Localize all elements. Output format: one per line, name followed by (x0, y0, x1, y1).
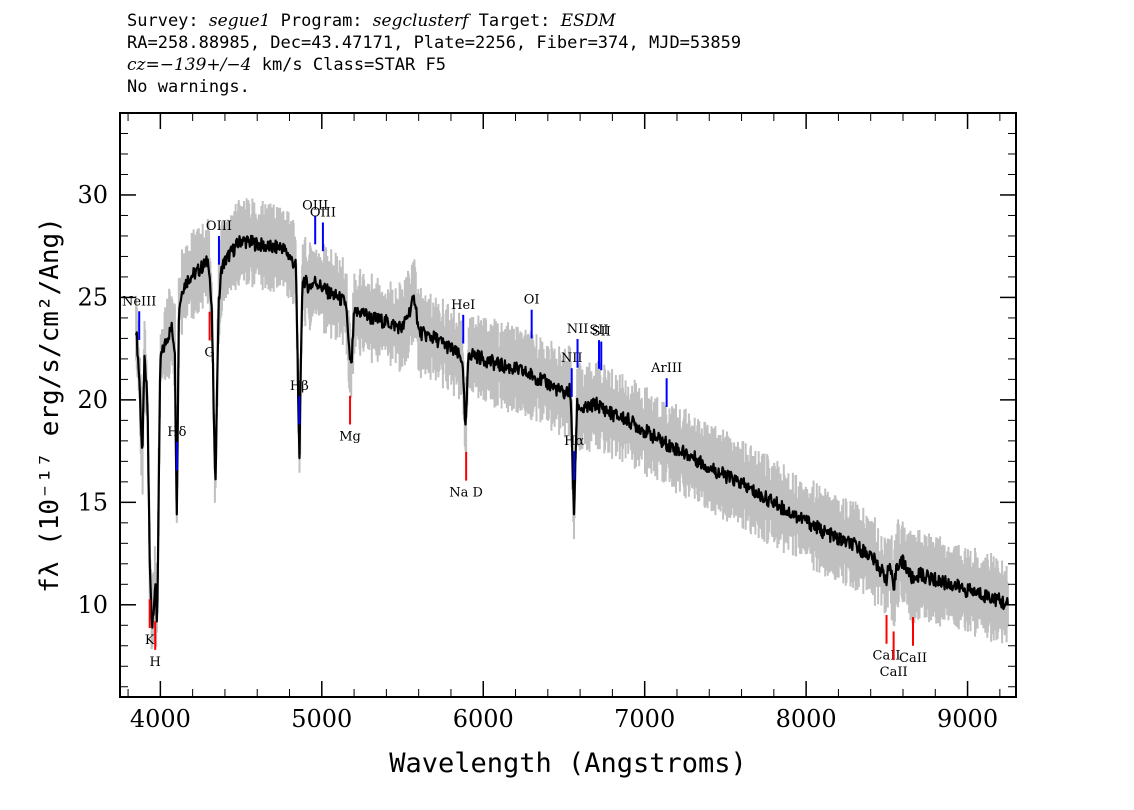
x-tick-label: 5000 (291, 705, 352, 733)
plot-frame (119, 112, 1017, 698)
emission-line-label: HeI (451, 298, 475, 313)
y-tick-label: 25 (77, 283, 108, 311)
absorption-line-label: CaII (873, 649, 901, 664)
x-tick-label: 7000 (614, 705, 675, 733)
x-tick-label: 4000 (130, 705, 191, 733)
absorption-line-label: H (150, 655, 161, 670)
emission-line-label: OIII (302, 199, 328, 214)
y-tick-label: 15 (77, 488, 108, 516)
absorption-line-label: G (204, 345, 214, 360)
survey-label: Survey: (127, 11, 199, 31)
x-axis-label: Wavelength (Angstroms) (389, 748, 747, 779)
emission-line-label: NII (567, 322, 589, 337)
cz-label: cz= (127, 55, 160, 75)
absorption-line-label: Na D (449, 486, 483, 501)
flux-line (135, 234, 1009, 629)
emission-line-label: OIII (206, 219, 232, 234)
absorption-line-label: CaII (880, 665, 908, 680)
program-label: Program: (280, 11, 363, 31)
emission-line-label: SII (589, 323, 608, 338)
emission-line-label: NII (561, 351, 583, 366)
emission-line-label: OIII (310, 205, 336, 220)
y-tick-label: 30 (77, 181, 108, 209)
x-tick-label: 8000 (776, 705, 837, 733)
absorption-line-label: CaII (899, 651, 927, 666)
emission-line-label: Hδ (167, 425, 186, 440)
y-tick-label: 20 (77, 386, 108, 414)
flux-series (135, 234, 1009, 629)
x-tick-label: 9000 (937, 705, 998, 733)
emission-line-label: SII (592, 325, 611, 340)
absorption-line-label: Mg (339, 429, 361, 444)
spectrum-header: Survey: segue1 Program: segclusterf Targ… (127, 10, 1027, 98)
axes: 4000 5000 6000 7000 8000 9000 10 15 20 25 30 Wavele… (35, 112, 1017, 779)
emission-line-label: ArIII (650, 361, 682, 376)
header-line-warnings: No warnings. (127, 77, 250, 97)
emission-line-label: NeIII (122, 294, 156, 309)
target-label: Target: (478, 11, 551, 31)
survey-value: segue1 (208, 11, 271, 31)
emission-line-label: Hα (564, 434, 584, 449)
cz-value: −139+/−4 (159, 55, 252, 75)
program-value: segclusterf (372, 11, 469, 31)
emission-line-label: OI (524, 293, 540, 308)
header-line-coordinates: RA=258.88985, Dec=43.47171, Plate=2256, … (127, 33, 742, 53)
target-value: ESDM (560, 11, 616, 31)
y-axis-label: fλ (10⁻¹⁷ erg/s/cm²/Ang) (35, 217, 65, 593)
cz-rest: km/s Class=STAR F5 (251, 55, 446, 75)
emission-line-label: Hβ (290, 379, 309, 394)
absorption-line-label: K (145, 633, 155, 648)
x-tick-label: 6000 (453, 705, 514, 733)
header-line-redshift: cz=−139+/−4 km/s Class=STAR F5 (127, 54, 1027, 76)
header-line-survey: Survey: segue1 Program: segclusterf Targ… (127, 10, 1027, 32)
y-tick-label: 10 (77, 591, 108, 619)
